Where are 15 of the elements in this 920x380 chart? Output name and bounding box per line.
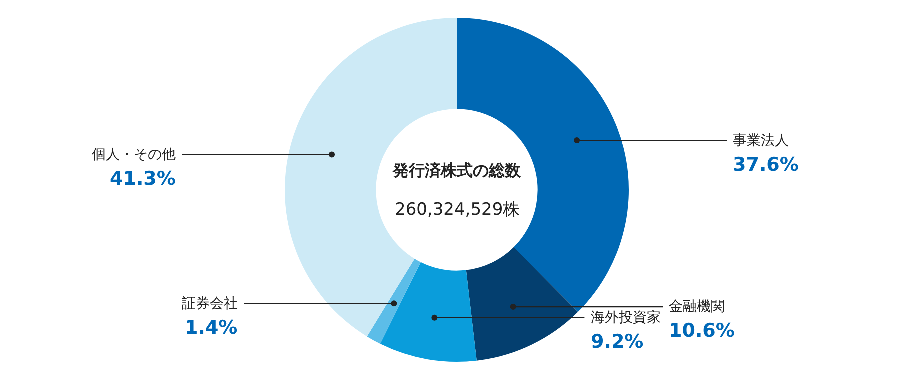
donut-slice bbox=[380, 262, 477, 362]
slice-label: 金融機関 bbox=[669, 299, 725, 315]
text: 260,324,529株 bbox=[395, 200, 520, 220]
slice-label: 証券会社 bbox=[182, 296, 238, 312]
data-label: 1.4% bbox=[185, 317, 238, 339]
slice-label: 海外投資家 bbox=[591, 310, 661, 326]
data-label: 9.2% bbox=[591, 331, 644, 353]
slice-label: 個人・その他 bbox=[92, 147, 176, 163]
data-label: 37.6% bbox=[733, 154, 799, 176]
data-label: 10.6% bbox=[669, 320, 735, 342]
donut-slice bbox=[367, 258, 422, 344]
data-label: 41.3% bbox=[110, 168, 176, 190]
donut-slice bbox=[466, 247, 578, 361]
text: 発行済株式の総数 bbox=[392, 161, 522, 180]
slice-label: 事業法人 bbox=[733, 133, 789, 149]
